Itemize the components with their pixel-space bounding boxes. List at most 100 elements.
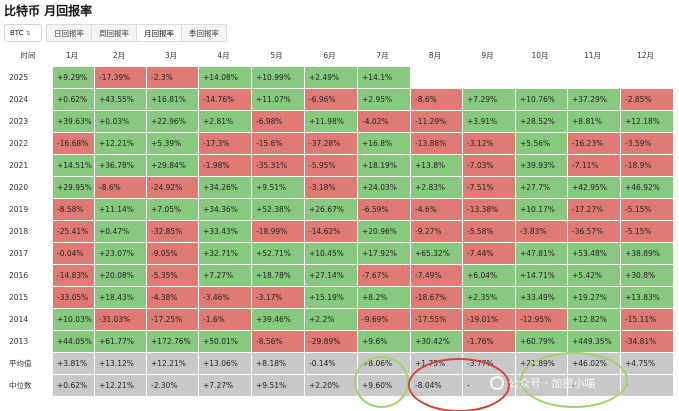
return-cell: -6.98%	[252, 111, 304, 132]
return-cell: +9.51%	[252, 375, 304, 396]
return-cell: -15.6%	[252, 133, 304, 154]
return-cell: +20.96%	[358, 221, 410, 242]
return-cell: +18.78%	[252, 265, 304, 286]
return-cell: -7.44%	[463, 243, 515, 264]
return-cell: +5.39%	[147, 133, 198, 154]
return-cell: +37.29%	[568, 89, 620, 110]
column-header-month: 9月	[481, 51, 494, 60]
watermark: 公众号 · 加密小喵	[490, 375, 596, 391]
return-cell: -16.23%	[568, 133, 620, 154]
return-cell: -17.25%	[147, 309, 198, 330]
return-cell: +52.71%	[252, 243, 304, 264]
return-cell: +10.99%	[252, 67, 304, 88]
return-cell: +13.8%	[411, 155, 462, 176]
return-cell	[463, 67, 515, 88]
table-row: 2025 +9.29% -17.39% -2.3% +14.08% +10.99% +2.4…	[3, 66, 675, 88]
tab-daily[interactable]: 日回报率	[46, 24, 91, 42]
year-label: 2021	[9, 161, 29, 170]
column-header-month: 5月	[270, 51, 283, 60]
return-cell: +30.42%	[411, 331, 462, 352]
return-cell: -33.05%	[53, 287, 94, 308]
return-cell: -5.15%	[621, 199, 673, 220]
tab-weekly[interactable]: 周回报率	[91, 24, 136, 42]
return-cell: -7.11%	[568, 155, 620, 176]
column-header-month: 3月	[164, 51, 178, 60]
return-cell: -3.18%	[305, 177, 357, 198]
return-cell: +53.48%	[568, 243, 620, 264]
return-cell: +7.27%	[199, 375, 251, 396]
return-cell: -4.02%	[358, 111, 410, 132]
return-cell: -18.67%	[411, 287, 462, 308]
return-cell: -17.3%	[199, 133, 251, 154]
return-cell: +42.95%	[568, 177, 620, 198]
return-cell: -35.31%	[252, 155, 304, 176]
column-header-month: 10月	[531, 51, 549, 60]
return-cell: -4.6%	[411, 199, 462, 220]
return-cell: -14.83%	[53, 265, 94, 286]
return-cell: -5.95%	[305, 155, 357, 176]
return-cell: +33.49%	[516, 287, 567, 308]
return-cell: +36.78%	[95, 155, 146, 176]
return-cell: +12.18%	[621, 111, 673, 132]
return-cell: +2.95%	[358, 89, 410, 110]
period-tabs: 日回报率 周回报率 月回报率 季回报率	[46, 24, 227, 42]
return-cell: +2.49%	[305, 67, 357, 88]
return-cell: +46.92%	[621, 177, 673, 198]
return-cell: -9.69%	[358, 309, 410, 330]
return-cell: +39.63%	[53, 111, 94, 132]
return-cell: +39.46%	[252, 309, 304, 330]
return-cell: -19.01%	[463, 309, 515, 330]
return-cell: -15.11%	[621, 309, 673, 330]
table-row: 2020 +29.95% -8.6% -24.92% +34.26% +9.51% -3.1…	[3, 176, 675, 198]
tab-monthly[interactable]: 月回报率	[136, 24, 181, 42]
column-header-month: 7月	[376, 51, 389, 60]
return-cell: +0.03%	[95, 111, 146, 132]
return-cell: -14.62%	[305, 221, 357, 242]
return-cell: -7.49%	[411, 265, 462, 286]
return-cell: +11.07%	[252, 89, 304, 110]
return-cell: -34.81%	[621, 331, 673, 352]
return-cell: +19.27%	[568, 287, 620, 308]
return-cell: +0.62%	[53, 375, 94, 396]
column-header-month: 6月	[323, 51, 336, 60]
return-cell: -8.56%	[252, 331, 304, 352]
return-cell: -16.68%	[53, 133, 94, 154]
return-cell: -32.85%	[147, 221, 198, 242]
return-cell: -5.58%	[463, 221, 515, 242]
column-header-month: 4月	[217, 51, 230, 60]
return-cell: -9.05%	[147, 243, 198, 264]
return-cell: +2.35%	[463, 287, 515, 308]
return-cell: +2.2%	[305, 309, 357, 330]
return-cell: +7.05%	[147, 199, 198, 220]
return-cell: +10.45%	[305, 243, 357, 264]
return-cell: -8.6%	[95, 177, 146, 198]
chevron-updown-icon: ⇅	[25, 29, 31, 37]
return-cell: -3.46%	[199, 287, 251, 308]
column-header-month: 2月	[112, 51, 126, 60]
return-cell: +65.32%	[411, 243, 462, 264]
year-label: 2019	[9, 205, 29, 214]
return-cell: +8.2%	[358, 287, 410, 308]
return-cell	[516, 67, 567, 88]
return-cell: +0.62%	[53, 89, 94, 110]
table-row: 2019 -8.58% +11.14% +7.05% +34.36% +52.38% +26…	[3, 198, 675, 220]
page-title: 比特币 月回报率	[4, 4, 93, 18]
return-cell: +11.98%	[305, 111, 357, 132]
return-cell: +10.76%	[516, 89, 567, 110]
return-cell: -7.03%	[463, 155, 515, 176]
return-cell: -2.3%	[147, 67, 198, 88]
return-cell: +12.21%	[95, 133, 146, 154]
return-cell: -3.83%	[516, 221, 567, 242]
watermark-text: 公众号 · 加密小喵	[508, 377, 596, 390]
return-cell: +18.19%	[358, 155, 410, 176]
year-label: 2025	[9, 73, 29, 82]
table-header-row: 时间 1月 2月 3月 4月 5月 6月 7月 8月 9月 10月 11月 12月	[3, 44, 675, 66]
return-cell: +60.79%	[516, 331, 567, 352]
return-cell: -13.88%	[411, 133, 462, 154]
return-cell: +38.89%	[621, 243, 673, 264]
return-cell: -8.6%	[411, 89, 462, 110]
return-cell: +34.36%	[199, 199, 251, 220]
return-cell: -3.12%	[463, 133, 515, 154]
asset-select[interactable]: BTC ⇅	[4, 24, 42, 42]
tab-quarterly[interactable]: 季回报率	[181, 24, 227, 42]
